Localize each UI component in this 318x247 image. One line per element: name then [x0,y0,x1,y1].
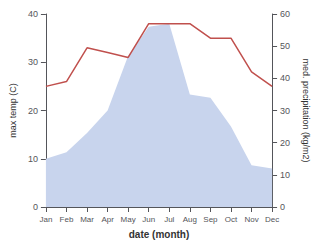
svg-text:Dec: Dec [265,215,279,224]
svg-text:Jul: Jul [164,215,174,224]
svg-text:Feb: Feb [60,215,74,224]
svg-text:Mar: Mar [80,215,94,224]
svg-text:Oct: Oct [225,215,238,224]
svg-text:Aug: Aug [183,215,197,224]
svg-text:Apr: Apr [101,215,114,224]
svg-text:30: 30 [28,57,38,67]
svg-text:Nov: Nov [244,215,258,224]
svg-text:med. precipitation (kg/m2): med. precipitation (kg/m2) [301,58,311,162]
svg-text:20: 20 [280,138,290,148]
svg-text:40: 40 [28,9,38,19]
svg-text:40: 40 [280,73,290,83]
svg-text:30: 30 [280,106,290,116]
svg-text:10: 10 [280,170,290,180]
svg-text:0: 0 [33,202,38,212]
svg-text:max temp (C): max temp (C) [8,83,18,138]
svg-text:20: 20 [28,106,38,116]
svg-text:Sep: Sep [203,215,218,224]
svg-text:May: May [121,215,136,224]
svg-text:Jan: Jan [39,215,52,224]
svg-text:50: 50 [280,41,290,51]
svg-text:Jun: Jun [142,215,155,224]
svg-text:60: 60 [280,9,290,19]
svg-text:0: 0 [280,202,285,212]
svg-text:10: 10 [28,154,38,164]
svg-text:date (month): date (month) [129,229,190,240]
